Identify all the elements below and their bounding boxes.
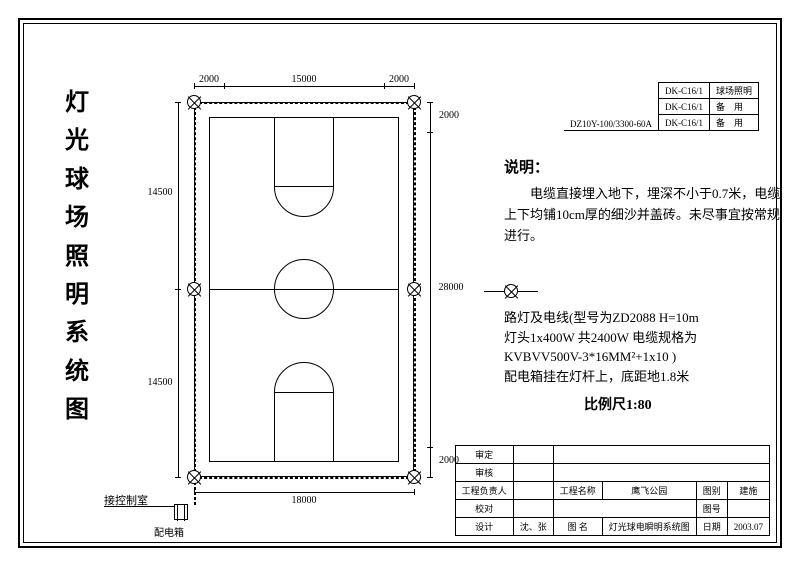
- lamp-icon: [504, 284, 518, 298]
- lamp-icon: [407, 282, 421, 296]
- tb-cell: 工程名称: [553, 482, 602, 500]
- lamp-icon: [187, 470, 201, 484]
- tb-cell: 沈、张: [513, 518, 553, 536]
- cable-row: DK-C16/1: [659, 115, 710, 131]
- lamp-icon: [407, 95, 421, 109]
- dim-left-upper: 14500: [142, 187, 178, 198]
- tb-cell: [513, 482, 553, 500]
- tb-cell: 审定: [455, 446, 513, 464]
- tb-cell: [727, 500, 769, 518]
- distribution-box-icon: [174, 504, 188, 520]
- notes-body: 电缆直接埋入地下，埋深不小于0.7米，电缆上下均铺10cm厚的细沙并盖砖。未尽事…: [504, 184, 784, 246]
- cable-row: DK-C16/1: [659, 83, 710, 99]
- lamp-icon: [407, 470, 421, 484]
- cable-schedule: DZ10Y-100/3300-60A DK-C16/1 球场照明 DK-C16/…: [564, 82, 759, 131]
- lamp-description: 路灯及电线(型号为ZD2088 H=10m 灯头1x400W 共2400W 电缆…: [504, 308, 784, 386]
- notes-block: 说明： 电缆直接埋入地下，埋深不小于0.7米，电缆上下均铺10cm厚的细沙并盖砖…: [504, 156, 784, 246]
- dim-top-mid: 15000: [224, 74, 384, 85]
- distribution-box-label: 配电箱: [154, 524, 184, 539]
- tb-cell: 审核: [455, 464, 513, 482]
- tb-cell: 工程负责人: [455, 482, 513, 500]
- cable-dest: 备 用: [710, 115, 759, 131]
- tb-cell: 鹰飞公园: [602, 482, 696, 500]
- title-text: 灯光球场照明系统图: [65, 90, 89, 423]
- tb-cell: 日期: [696, 518, 727, 536]
- dim-bottom: 18000: [194, 495, 414, 506]
- court-plan: 2000 15000 2000 2000 28000 2000 14500 14…: [164, 72, 444, 507]
- cable-row: DK-C16/1: [659, 99, 710, 115]
- scale-label: 比例尺1:80: [584, 394, 652, 414]
- tb-cell: 灯光球电瞬明系统图: [602, 518, 696, 536]
- tb-cell: [513, 500, 553, 518]
- lamp-desc-line: 灯头1x400W 共2400W 电缆规格为: [504, 328, 784, 348]
- lamp-icon: [187, 282, 201, 296]
- dim-top-right: 2000: [384, 74, 414, 85]
- tb-cell: 图 名: [553, 518, 602, 536]
- notes-heading: 说明：: [504, 156, 784, 180]
- cable-source: DZ10Y-100/3300-60A: [564, 83, 659, 131]
- cable-dest: 球场照明: [710, 83, 759, 99]
- dim-left-lower: 14500: [142, 377, 178, 388]
- lamp-desc-line: 配电箱挂在灯杆上，底距地1.8米: [504, 367, 784, 387]
- dim-right-mid: 28000: [434, 282, 468, 293]
- lamp-legend: [504, 284, 524, 299]
- tb-cell: 建施: [727, 482, 769, 500]
- title-block: 审定 审核 工程负责人 工程名称 鹰飞公园 图别 建施 校对 图号 设计 沈、张: [455, 445, 770, 536]
- tb-cell: 设计: [455, 518, 513, 536]
- lamp-desc-line: 路灯及电线(型号为ZD2088 H=10m: [504, 308, 784, 328]
- cable-dest: 备 用: [710, 99, 759, 115]
- tb-cell: 图号: [696, 500, 727, 518]
- lamp-desc-line: KVBVV500V-3*16MM²+1x10 ): [504, 347, 784, 367]
- dim-top-left: 2000: [194, 74, 224, 85]
- tb-cell: [513, 464, 553, 482]
- tb-cell: 校对: [455, 500, 513, 518]
- tb-cell: 图别: [696, 482, 727, 500]
- tb-cell: 2003.07: [727, 518, 769, 536]
- drawing-title: 灯光球场照明系统图: [62, 84, 92, 430]
- tb-cell: [513, 446, 553, 464]
- dim-right-top: 2000: [434, 110, 464, 121]
- lamp-icon: [187, 95, 201, 109]
